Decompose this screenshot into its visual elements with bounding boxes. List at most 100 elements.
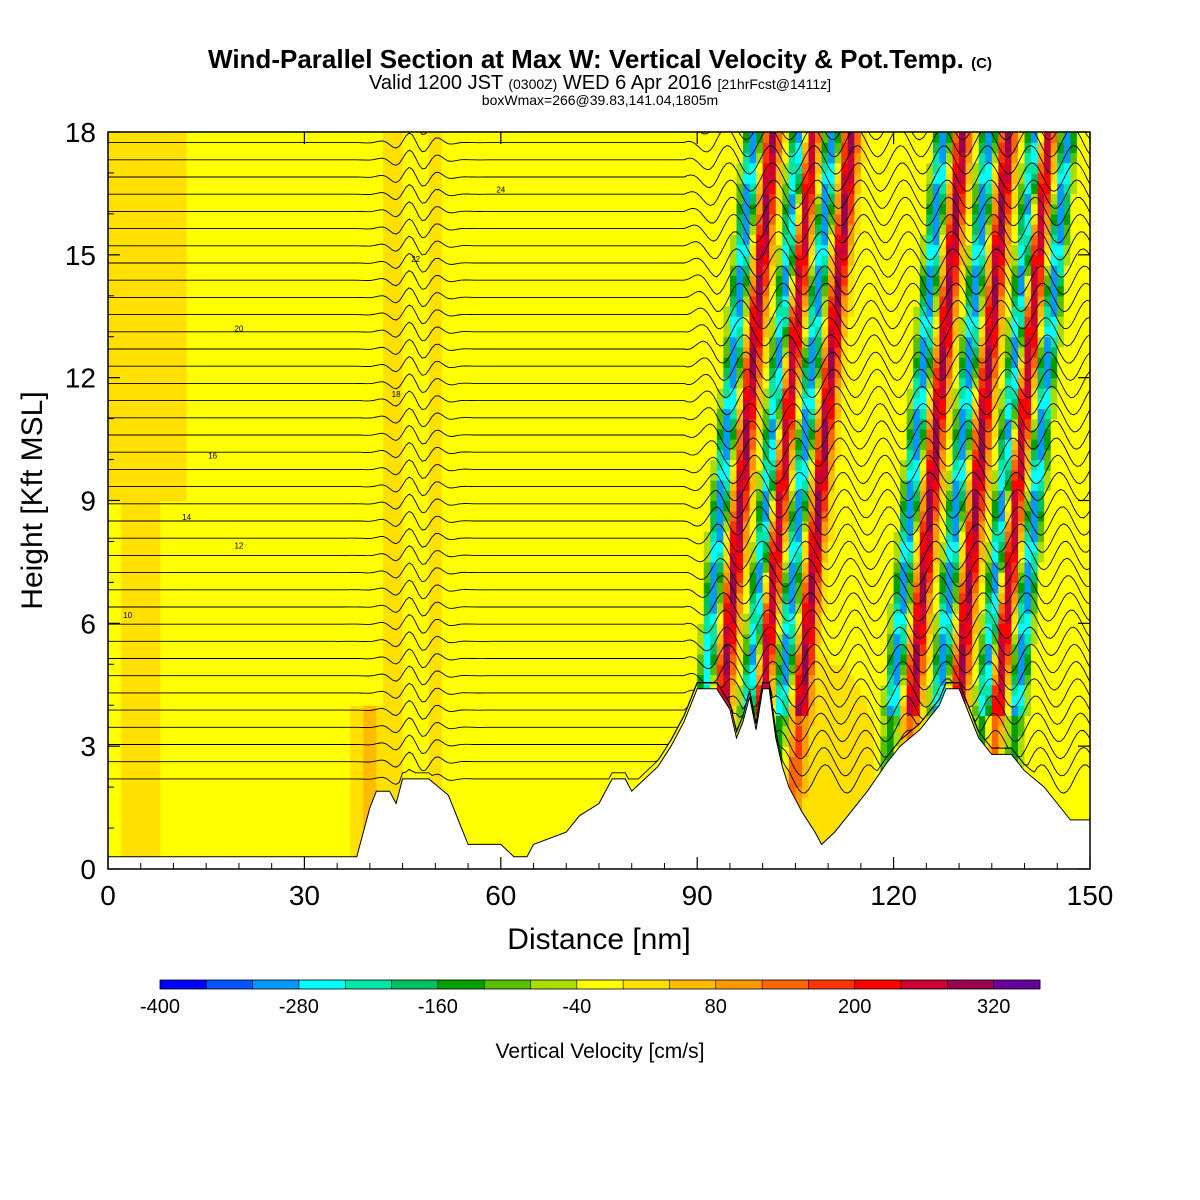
velocity-cell xyxy=(160,582,168,594)
velocity-cell xyxy=(166,398,175,409)
velocity-cell xyxy=(533,766,541,778)
velocity-cell xyxy=(140,520,148,532)
velocity-cell xyxy=(422,705,430,717)
velocity-cell xyxy=(212,643,220,655)
velocity-cell xyxy=(350,500,358,512)
velocity-cell xyxy=(494,265,502,276)
velocity-cell xyxy=(396,654,404,665)
velocity-cell xyxy=(225,643,233,655)
velocity-cell xyxy=(369,602,378,614)
velocity-cell xyxy=(212,746,220,758)
velocity-cell xyxy=(409,705,417,717)
velocity-cell xyxy=(350,746,358,758)
velocity-cell xyxy=(396,275,404,287)
velocity-cell xyxy=(546,295,554,307)
velocity-cell xyxy=(265,746,273,758)
velocity-cell xyxy=(258,254,266,266)
velocity-cell xyxy=(114,572,122,583)
velocity-cell xyxy=(271,224,279,235)
velocity-cell xyxy=(481,203,489,215)
velocity-cell xyxy=(382,715,391,727)
velocity-cell xyxy=(454,735,463,747)
velocity-cell xyxy=(219,500,227,512)
velocity-cell xyxy=(369,480,378,491)
velocity-cell xyxy=(193,306,201,317)
velocity-cell xyxy=(441,224,450,235)
velocity-cell xyxy=(206,531,214,543)
velocity-cell xyxy=(140,715,148,727)
velocity-cell xyxy=(284,807,292,819)
velocity-cell xyxy=(291,275,299,287)
velocity-cell xyxy=(121,633,129,645)
velocity-cell xyxy=(180,265,188,276)
velocity-cell xyxy=(533,623,541,635)
velocity-cell xyxy=(559,654,567,665)
velocity-cell xyxy=(114,480,122,491)
velocity-cell xyxy=(422,224,430,235)
velocity-cell xyxy=(494,674,502,686)
velocity-cell xyxy=(461,213,469,225)
velocity-cell xyxy=(180,613,188,624)
velocity-cell xyxy=(180,705,188,717)
velocity-cell xyxy=(252,132,260,143)
velocity-cell xyxy=(396,203,404,215)
velocity-cell xyxy=(160,367,168,379)
velocity-cell xyxy=(330,142,338,154)
velocity-cell xyxy=(454,633,463,645)
velocity-cell xyxy=(454,592,463,604)
velocity-cell xyxy=(245,142,253,154)
velocity-cell xyxy=(422,551,430,563)
velocity-cell xyxy=(559,817,567,829)
velocity-cell xyxy=(396,633,404,645)
velocity-cell xyxy=(520,213,528,225)
velocity-cell xyxy=(160,418,168,430)
velocity-cell xyxy=(225,623,233,635)
velocity-cell xyxy=(337,817,345,829)
velocity-cell xyxy=(526,346,535,358)
velocity-cell xyxy=(330,602,338,614)
velocity-cell xyxy=(199,807,207,819)
velocity-cell xyxy=(284,275,292,287)
velocity-cell xyxy=(356,674,364,686)
velocity-cell xyxy=(186,531,194,543)
velocity-cell xyxy=(114,275,122,287)
velocity-cell xyxy=(310,244,319,256)
velocity-cell xyxy=(219,336,227,348)
velocity-cell xyxy=(468,715,476,727)
velocity-cell xyxy=(448,254,456,266)
velocity-cell xyxy=(304,162,312,174)
velocity-cell xyxy=(415,203,423,215)
velocity-cell xyxy=(134,398,142,409)
velocity-cell xyxy=(382,623,391,635)
velocity-cell xyxy=(291,213,299,225)
velocity-cell xyxy=(199,705,207,717)
velocity-cell xyxy=(173,439,181,450)
velocity-cell xyxy=(238,152,247,164)
velocity-cell xyxy=(206,510,214,522)
velocity-cell xyxy=(160,746,168,758)
velocity-cell xyxy=(389,428,397,440)
velocity-cell xyxy=(500,418,508,430)
velocity-cell xyxy=(134,623,142,635)
velocity-cell xyxy=(317,172,325,184)
velocity-cell xyxy=(369,623,378,635)
velocity-cell xyxy=(435,275,443,287)
velocity-cell xyxy=(507,623,515,635)
velocity-cell xyxy=(441,715,450,727)
velocity-cell xyxy=(193,735,201,747)
velocity-cell xyxy=(134,367,142,379)
velocity-cell xyxy=(238,295,247,307)
velocity-cell xyxy=(376,326,384,338)
velocity-cell xyxy=(487,817,495,829)
velocity-cell xyxy=(271,817,279,829)
velocity-cell xyxy=(415,602,423,614)
velocity-cell xyxy=(396,172,404,184)
velocity-cell xyxy=(153,623,161,635)
velocity-cell xyxy=(553,193,561,205)
velocity-cell xyxy=(363,633,371,645)
velocity-cell xyxy=(382,551,391,563)
velocity-cell xyxy=(507,531,515,543)
velocity-cell xyxy=(396,265,404,276)
velocity-cell xyxy=(468,490,476,502)
velocity-cell xyxy=(304,613,312,624)
